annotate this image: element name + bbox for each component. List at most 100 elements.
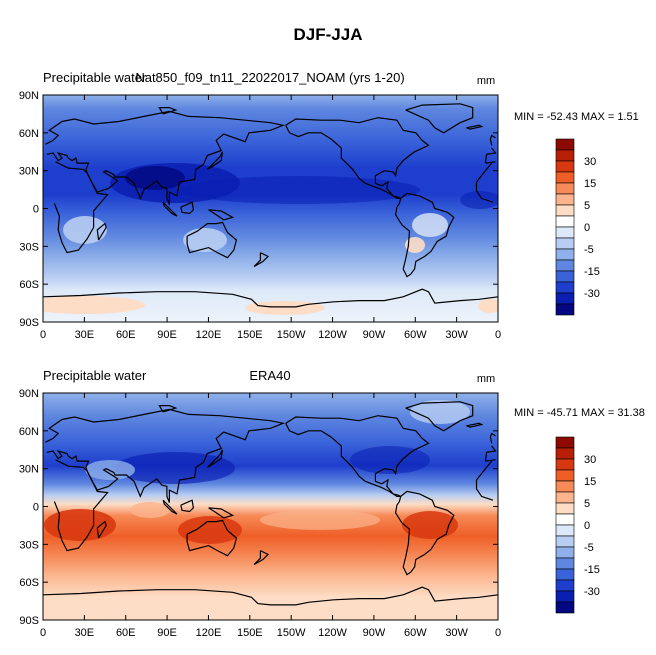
y-tick-label: 0 [33, 502, 39, 514]
coastline-0-0 [476, 162, 493, 183]
colorbar-swatch [555, 303, 575, 316]
colorbar-swatch [555, 171, 575, 184]
x-tick-label: 60E [116, 329, 136, 341]
panel-bottom-x-axis: 0 30E 60E 90E 120E 150E 150W 120W 90W 60W 30W 0 [40, 393, 501, 639]
coastline-6-0 [285, 117, 430, 199]
panel-top-left-title: Precipitable water [43, 70, 147, 85]
x-tick-label: 90W [363, 627, 386, 639]
coastline-8-0 [394, 490, 455, 576]
colorbar-swatch [555, 590, 575, 603]
colorbar-swatch [555, 502, 575, 515]
y-tick-label: 90S [19, 615, 39, 627]
panel-bottom-map-field [43, 393, 498, 620]
x-tick-label: 90E [157, 329, 177, 341]
x-tick-label: 150W [277, 329, 306, 341]
x-tick-label: 30W [445, 329, 468, 341]
colorbar-label: 0 [584, 222, 590, 234]
colorbar-swatch [555, 546, 575, 559]
colorbar-label: -5 [584, 542, 594, 554]
coastline-6-0 [285, 415, 430, 497]
colorbar-label: 30 [584, 156, 596, 168]
coastline-1-0 [484, 147, 497, 164]
colorbar-label: -30 [584, 288, 600, 300]
coastline-0-0 [476, 460, 493, 481]
colorbar-swatch [555, 237, 575, 250]
x-tick-label: 150W [277, 627, 306, 639]
coastline-14-0 [206, 449, 224, 468]
y-tick-label: 30N [19, 166, 39, 178]
colorbar-swatch [555, 292, 575, 305]
panel-bottom-units: mm [477, 373, 495, 385]
colorbar-swatch [555, 149, 575, 162]
x-tick-label: 0 [40, 627, 46, 639]
figure-title: DJF-JJA [294, 25, 363, 44]
coastline-13-0 [96, 520, 107, 539]
x-tick-label: 0 [495, 329, 501, 341]
coastline-0-2 [475, 182, 494, 203]
panel-top-coastlines [42, 103, 499, 308]
coastline-11-0 [466, 124, 484, 130]
coastline-5-0 [208, 507, 235, 519]
panel-bottom-center-title: ERA40 [249, 368, 290, 383]
panel-top: Precipitable water Nat850_f09_tn11_22022… [19, 70, 639, 341]
colorbar-label: 15 [584, 178, 596, 190]
colorbar-swatch [555, 535, 575, 548]
coastline-0-2 [475, 480, 494, 501]
colorbar-label: 5 [584, 200, 590, 212]
coastline-11-0 [466, 422, 484, 428]
coastline-9-0 [42, 288, 499, 308]
coastline-4-0 [162, 201, 178, 217]
coastline-9-0 [42, 586, 499, 606]
colorbar-swatch [555, 469, 575, 482]
y-tick-label: 30S [19, 539, 39, 551]
colorbar-label: -5 [584, 244, 594, 256]
x-tick-label: 150E [237, 627, 263, 639]
panel-top-colorbar: 30 15 5 0 -5 -15 -30 [555, 138, 600, 316]
colorbar-swatch [555, 248, 575, 261]
x-tick-label: 90E [157, 627, 177, 639]
colorbar-swatch [555, 160, 575, 173]
colorbar-swatch [555, 458, 575, 471]
coastline-1-0 [484, 445, 497, 462]
coastline-3-0 [180, 499, 195, 513]
colorbar-swatch [555, 436, 575, 449]
colorbar-swatch [555, 513, 575, 526]
coastline-10-0 [158, 405, 178, 413]
colorbar-label: -15 [584, 266, 600, 278]
colorbar-label: 30 [584, 454, 596, 466]
coastline-1-2 [485, 161, 496, 164]
coastline-15-0 [253, 252, 270, 268]
coastline-0-1 [53, 161, 109, 254]
colorbar-label: 15 [584, 476, 596, 488]
x-tick-label: 60W [404, 329, 427, 341]
colorbar-label: -15 [584, 564, 600, 576]
colorbar-swatch [555, 480, 575, 493]
colorbar-swatch [555, 259, 575, 272]
colorbar-swatch [555, 204, 575, 217]
y-tick-label: 30N [19, 464, 39, 476]
x-tick-label: 0 [40, 329, 46, 341]
x-tick-label: 120W [318, 329, 347, 341]
colorbar-swatch [555, 193, 575, 206]
y-tick-label: 30S [19, 241, 39, 253]
x-tick-label: 120E [196, 329, 222, 341]
x-tick-label: 150E [237, 329, 263, 341]
panel-top-center-title: Nat850_f09_tn11_22022017_NOAM (yrs 1-20) [135, 70, 404, 85]
y-tick-label: 60N [19, 426, 39, 438]
coastline-15-0 [253, 550, 270, 566]
colorbar-swatch [555, 226, 575, 239]
coastline-12-2 [489, 134, 496, 146]
coastline-12-2 [489, 432, 496, 444]
coastline-1-2 [485, 459, 496, 462]
x-tick-label: 90W [363, 329, 386, 341]
colorbar-swatch [555, 182, 575, 195]
x-tick-label: 120E [196, 627, 222, 639]
colorbar-label: 0 [584, 520, 590, 532]
colorbar-swatch [555, 281, 575, 294]
colorbar-label: 5 [584, 498, 590, 510]
x-tick-label: 60E [116, 627, 136, 639]
coastline-14-0 [206, 151, 224, 170]
y-tick-label: 60S [19, 577, 39, 589]
panel-top-y-axis: 90N 60N 30N 0 30S 60S 90S [19, 90, 498, 329]
